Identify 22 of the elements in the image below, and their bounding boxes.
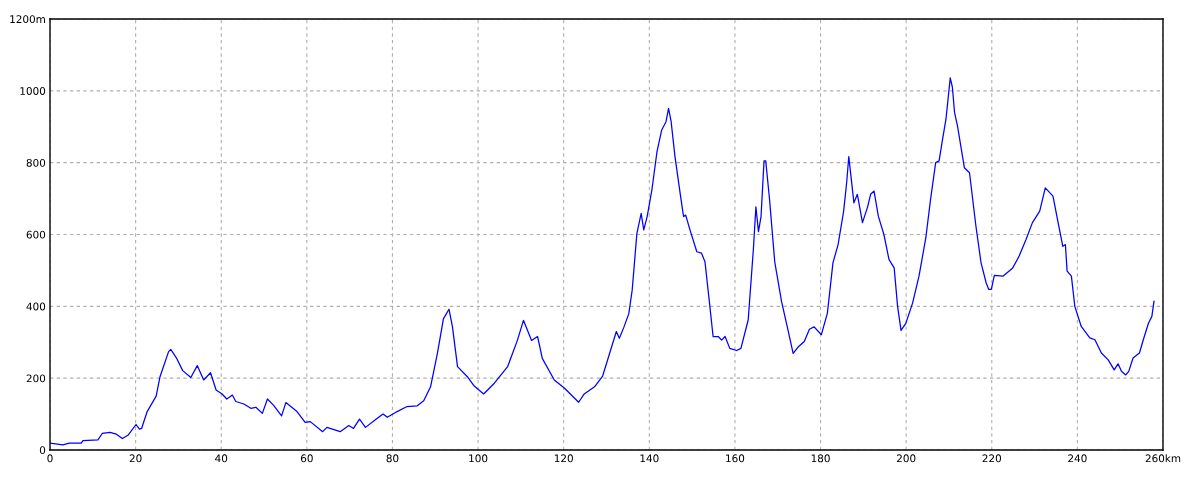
y-tick-label: 1000: [20, 87, 46, 95]
x-tick-label: 100: [469, 454, 488, 463]
y-tick-label: 400: [26, 302, 46, 311]
y-tick-label: 1200m: [10, 15, 45, 24]
x-tick-label: 0: [47, 454, 53, 463]
y-tick-label: 200: [26, 374, 46, 383]
x-tick-label: 60: [300, 454, 313, 463]
x-tick-label: 160: [726, 454, 745, 463]
x-tick-label: 140: [640, 454, 659, 463]
x-tick-label: 180: [811, 454, 830, 463]
x-tick-label: 200: [896, 454, 916, 463]
x-tick-label: 120: [554, 454, 573, 463]
x-tick-label: 240: [1068, 454, 1087, 463]
line-series: [50, 77, 1155, 446]
x-tick-label: 20: [129, 454, 142, 463]
x-tick-label: 260km: [1145, 454, 1181, 463]
x-tick-label: 220: [982, 454, 1002, 463]
y-tick-label: 0: [39, 446, 46, 455]
y-tick-label: 800: [26, 158, 46, 167]
x-tick-label: 40: [215, 454, 228, 463]
x-tick-label: 80: [386, 454, 399, 463]
y-tick-label: 600: [26, 230, 46, 239]
